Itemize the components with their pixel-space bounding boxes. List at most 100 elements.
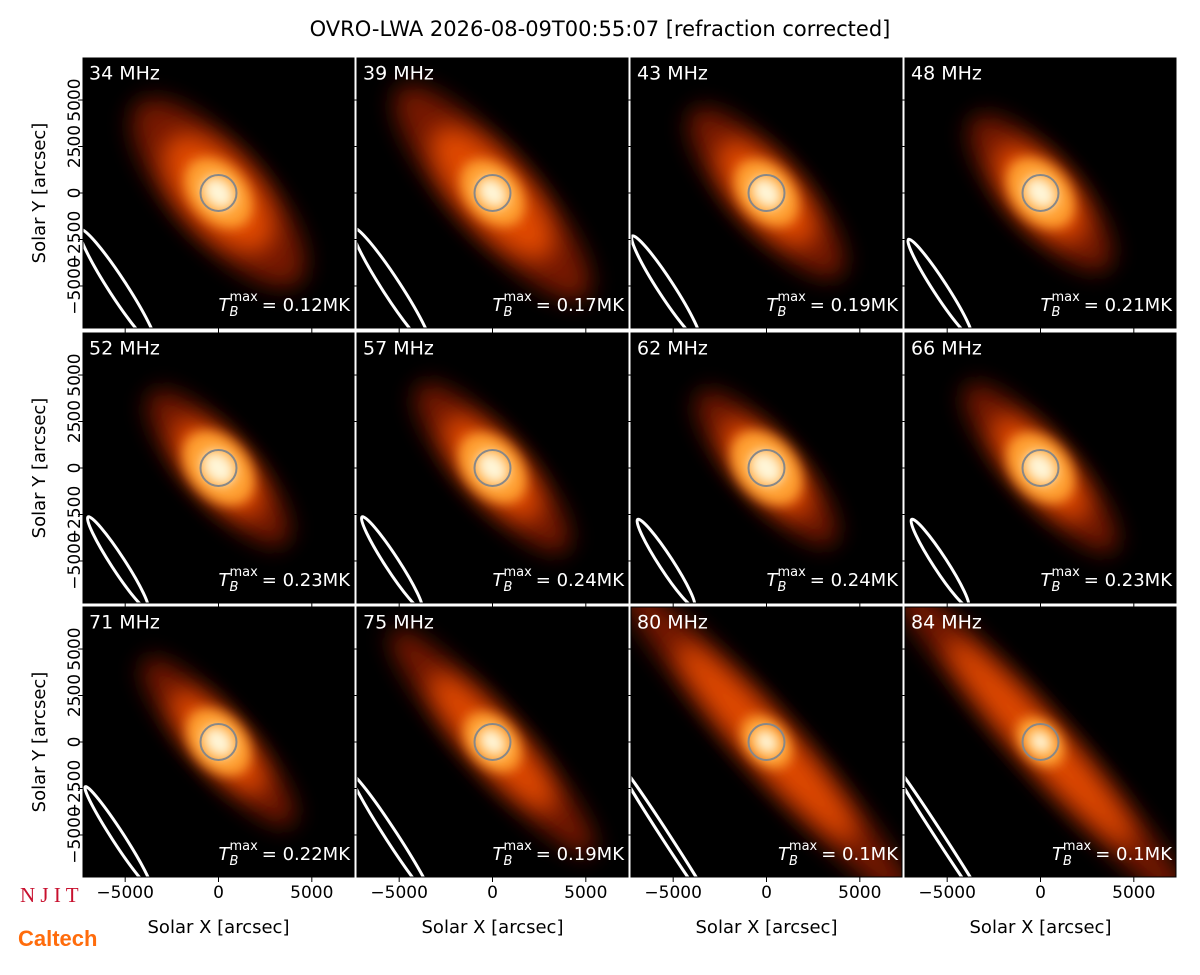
emission-core — [754, 729, 779, 755]
x-tick-label: 0 — [213, 883, 224, 903]
tb-sub: B — [778, 580, 787, 595]
y-tick-label: −5000 — [65, 806, 85, 864]
tb-max-label: TBmax = 0.23MK — [219, 565, 352, 595]
emission-core — [478, 728, 507, 756]
beam — [631, 234, 702, 328]
panel — [905, 333, 1176, 603]
beam — [357, 225, 434, 328]
emission — [142, 658, 295, 826]
frequency-label: 75 MHz — [363, 612, 434, 634]
beam — [83, 227, 159, 328]
emission — [147, 390, 290, 546]
emission — [963, 383, 1118, 553]
x-tick-label: 5000 — [290, 883, 333, 903]
tb-value: = 0.23MK — [1084, 570, 1173, 591]
emission-core — [751, 177, 782, 209]
emission-core — [477, 177, 508, 209]
y-tick-label: −2500 — [65, 486, 85, 544]
y-tick-label: 0 — [65, 463, 85, 474]
panel — [83, 333, 354, 603]
tb-max-label: TBmax = 0.23MK — [1041, 565, 1174, 595]
y-tick-label: −5000 — [65, 532, 85, 590]
x-tick-label: 0 — [487, 883, 498, 903]
tb-sub: B — [230, 305, 239, 320]
y-tick-label: 5000 — [65, 353, 85, 396]
emission — [394, 85, 591, 301]
emission-core — [201, 450, 236, 486]
emission-core — [202, 176, 235, 210]
panel — [357, 58, 628, 328]
x-tick-label: 5000 — [564, 883, 607, 903]
emission-core — [1029, 730, 1052, 754]
beam — [83, 785, 153, 877]
y-tick-label: 5000 — [65, 627, 85, 670]
tb-max-label: TBmax = 0.17MK — [493, 290, 626, 320]
tb-sub: B — [504, 580, 513, 595]
panel — [905, 58, 1176, 328]
tb-symbol: T — [493, 844, 506, 865]
tb-sup: max — [229, 565, 258, 580]
solar-limb — [747, 449, 786, 487]
x-axis-label: Solar X [arcsec] — [696, 917, 838, 938]
tb-sub: B — [230, 854, 239, 869]
x-tick-label: −5000 — [918, 883, 976, 903]
tb-sup: max — [777, 565, 806, 580]
emission — [688, 107, 845, 279]
solar-limb — [1021, 174, 1060, 212]
y-axis-label: Solar Y [arcsec] — [29, 672, 50, 813]
y-tick-label: −2500 — [65, 760, 85, 818]
y-tick-label: −5000 — [65, 257, 85, 315]
tb-value: = 0.1MK — [821, 844, 899, 865]
panel — [83, 607, 354, 877]
logo-caltech: Caltech — [18, 926, 97, 951]
tb-value: = 0.23MK — [262, 570, 351, 591]
frequency-label: 66 MHz — [911, 338, 982, 360]
frequency-label: 62 MHz — [637, 338, 708, 360]
tb-value: = 0.17MK — [536, 295, 625, 316]
y-tick-label: 0 — [65, 188, 85, 199]
tb-value: = 0.12MK — [262, 295, 351, 316]
x-tick-label: 5000 — [838, 883, 881, 903]
solar-limb — [473, 174, 512, 212]
tb-symbol: T — [493, 570, 506, 591]
solar-limb — [747, 723, 786, 761]
panel — [83, 58, 354, 328]
tb-symbol: T — [219, 570, 232, 591]
frequency-label: 80 MHz — [637, 612, 708, 634]
emission — [131, 98, 306, 288]
figure-title: OVRO-LWA 2026-08-09T00:55:07 [refraction… — [310, 17, 891, 41]
tb-sup: max — [1051, 290, 1080, 305]
y-tick-label: 0 — [65, 737, 85, 748]
panel — [631, 607, 902, 877]
tb-symbol: T — [767, 295, 780, 316]
x-tick-label: −5000 — [96, 883, 154, 903]
tb-max-label: TBmax = 0.1MK — [778, 839, 899, 869]
emission — [415, 383, 570, 553]
tb-sub: B — [789, 854, 798, 869]
tb-sup: max — [503, 565, 532, 580]
x-axis-label: Solar X [arcsec] — [422, 917, 564, 938]
y-axis-label: Solar Y [arcsec] — [29, 398, 50, 539]
beam — [906, 237, 974, 328]
solar-limb — [199, 723, 238, 761]
tb-value: = 0.19MK — [810, 295, 899, 316]
tb-max-label: TBmax = 0.24MK — [493, 565, 626, 595]
y-tick-label: 2500 — [65, 400, 85, 443]
emission — [695, 391, 838, 545]
tb-sub: B — [1052, 580, 1061, 595]
solar-limb — [473, 723, 512, 761]
x-tick-label: −5000 — [370, 883, 428, 903]
beam — [359, 515, 425, 603]
solar-limb — [1021, 449, 1060, 487]
emission — [631, 607, 902, 877]
tb-max-label: TBmax = 0.19MK — [493, 839, 626, 869]
beam — [357, 772, 435, 877]
tb-value: = 0.24MK — [810, 570, 899, 591]
tb-sup: max — [1063, 839, 1092, 854]
tb-sub: B — [1063, 854, 1072, 869]
emission-core — [1024, 451, 1057, 485]
solar-limb — [747, 174, 786, 212]
y-tick-label: −2500 — [65, 211, 85, 269]
frequency-label: 39 MHz — [363, 63, 434, 85]
